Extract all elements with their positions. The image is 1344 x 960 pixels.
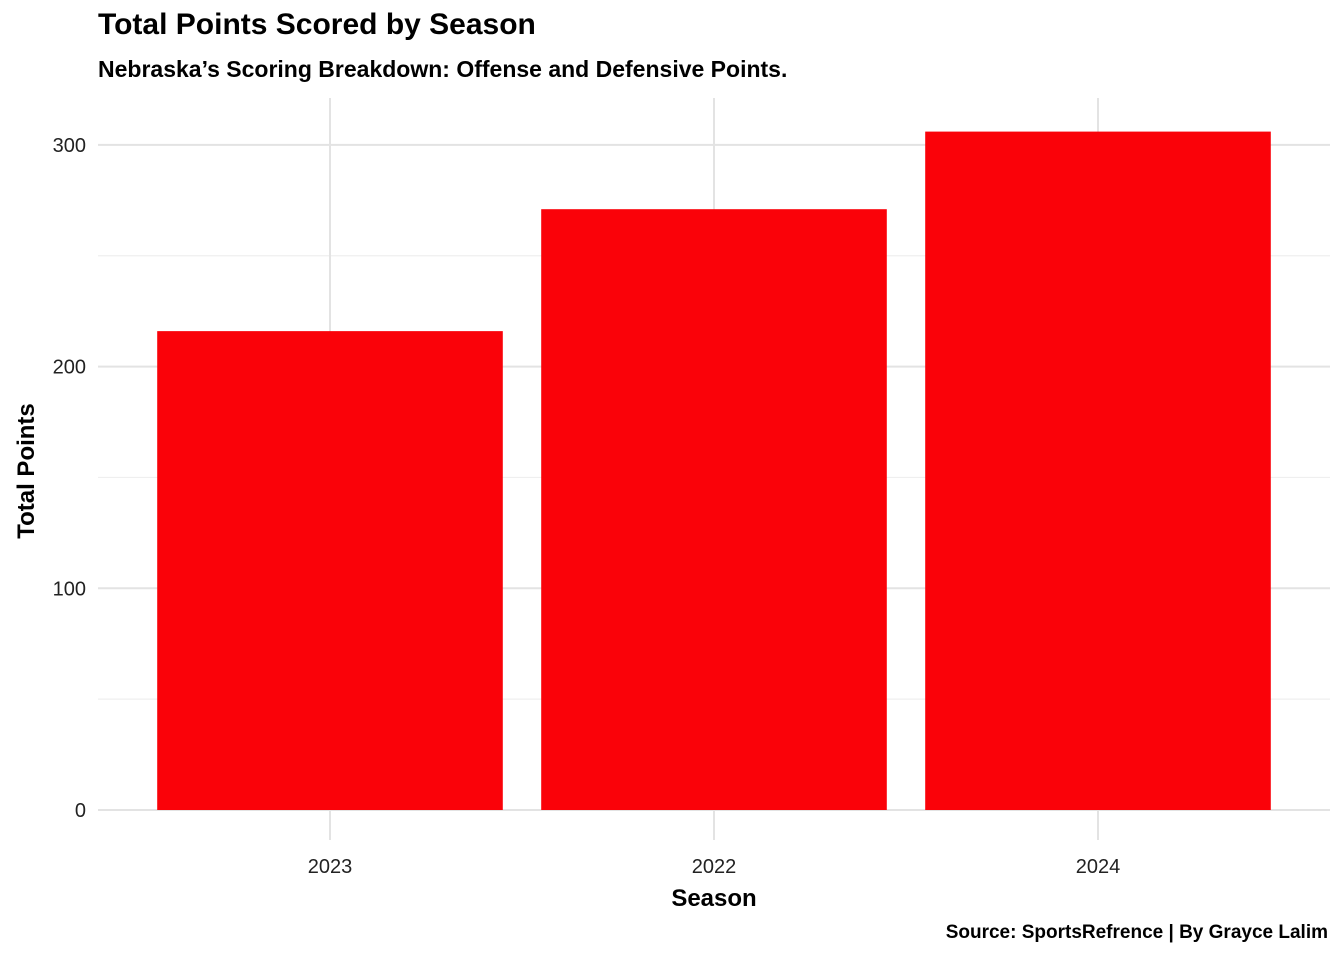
x-tick-label: 2023 — [308, 856, 353, 878]
chart-caption: Source: SportsRefrence | By Grayce Lalim — [945, 922, 1328, 943]
chart-title: Total Points Scored by Season — [98, 8, 536, 41]
y-tick-label: 300 — [53, 135, 86, 157]
chart-subtitle: Nebraska’s Scoring Breakdown: Offense an… — [98, 56, 788, 82]
bar-2024 — [925, 131, 1271, 810]
y-axis-title: Total Points — [13, 403, 40, 539]
bar-2022 — [541, 209, 887, 810]
bars — [157, 131, 1271, 810]
x-axis-title: Season — [671, 885, 756, 912]
y-tick-label: 100 — [53, 578, 86, 600]
y-tick-label: 200 — [53, 357, 86, 379]
x-axis-ticks: 2023 2022 2024 — [308, 856, 1121, 878]
y-tick-label: 0 — [75, 800, 86, 822]
x-tick-label: 2022 — [692, 856, 737, 878]
x-tick-label: 2024 — [1076, 856, 1121, 878]
bar-2023 — [157, 331, 503, 810]
y-axis-ticks: 0 100 200 300 — [53, 135, 86, 822]
